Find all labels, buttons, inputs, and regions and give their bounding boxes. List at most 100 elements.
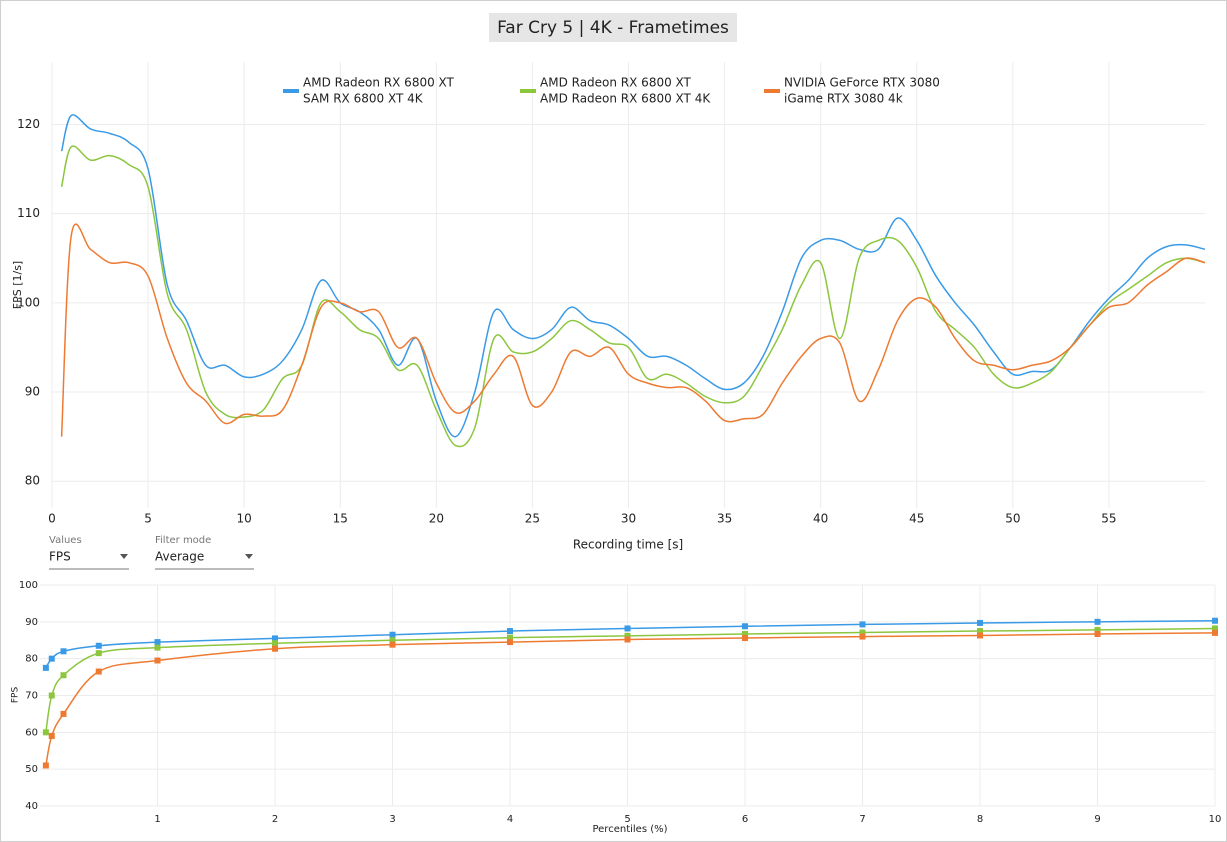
point-marker: [95, 668, 102, 675]
point-marker: [42, 729, 49, 736]
point-marker: [859, 629, 866, 636]
x-axis-title: Percentiles (%): [592, 824, 667, 835]
point-marker: [272, 640, 278, 647]
x-tick-label: 35: [717, 512, 732, 526]
y-tick-label: 100: [19, 580, 38, 591]
x-axis-title: Recording time [s]: [573, 538, 683, 552]
x-tick-label: 50: [1005, 512, 1020, 526]
dropdown-arrow: [120, 554, 128, 559]
legend-label: AMD Radeon RX 6800 XT 4K: [540, 92, 711, 106]
point-marker: [977, 628, 983, 635]
values-dropdown[interactable]: Values FPS: [49, 535, 129, 570]
x-tick-label: 10: [1209, 814, 1222, 825]
x-tick-label: 7: [859, 814, 865, 825]
legend-label: AMD Radeon RX 6800 XT: [303, 76, 455, 90]
y-tick-label: 110: [17, 206, 40, 220]
title-box: [489, 13, 737, 42]
y-axis-title: FPS: [11, 687, 21, 704]
x-tick-label: 3: [389, 814, 395, 825]
point-marker: [742, 635, 748, 642]
point-marker: [48, 733, 55, 740]
filter-dropdown[interactable]: Filter mode Average: [155, 535, 254, 570]
x-tick-label: 15: [333, 512, 348, 526]
point-marker: [1094, 618, 1101, 625]
point-marker: [742, 630, 748, 637]
x-tick-label: 2: [272, 814, 278, 825]
x-tick-label: 6: [742, 814, 748, 825]
point-marker: [60, 672, 67, 679]
x-tick-label: 10: [237, 512, 252, 526]
y-tick-label: 40: [25, 801, 38, 812]
y-tick-label: 100: [17, 295, 40, 309]
chart-title: Far Cry 5 | 4K - Frametimes: [497, 18, 729, 38]
point-marker: [624, 636, 631, 643]
point-marker: [48, 655, 55, 662]
point-marker: [859, 621, 866, 628]
y-tick-label: 50: [25, 764, 38, 775]
series-line: [60, 145, 1206, 448]
legend-label: AMD Radeon RX 6800 XT: [540, 76, 692, 90]
x-tick-label: 45: [909, 512, 924, 526]
y-tick-label: 120: [17, 117, 40, 131]
x-tick-label: 0: [48, 512, 56, 526]
point-marker: [272, 635, 278, 642]
x-tick-label: 9: [1094, 814, 1100, 825]
x-tick-label: 5: [144, 512, 152, 526]
point-marker: [507, 639, 513, 646]
x-tick-label: 5: [624, 814, 630, 825]
point-marker: [272, 645, 278, 652]
point-marker: [154, 657, 161, 664]
point-marker: [60, 710, 67, 717]
dropdown-arrow: [245, 554, 253, 559]
point-marker: [624, 632, 631, 639]
y-tick-label: 60: [25, 727, 38, 738]
point-marker: [389, 641, 396, 648]
point-marker: [1094, 630, 1101, 637]
dropdown-label: Values: [49, 535, 82, 546]
point-marker: [624, 625, 631, 632]
x-tick-label: 1: [154, 814, 160, 825]
legend-label: NVIDIA GeForce RTX 3080: [784, 76, 940, 90]
point-marker: [1212, 629, 1218, 636]
legend-label: iGame RTX 3080 4k: [784, 92, 903, 106]
point-marker: [154, 639, 161, 646]
dropdown-value: Average: [155, 550, 204, 564]
x-tick-label: 20: [429, 512, 444, 526]
y-axis-title: FPS [1/s]: [11, 261, 24, 309]
y-tick-label: 80: [25, 474, 40, 488]
series-line: [60, 114, 1206, 438]
x-tick-label: 55: [1101, 512, 1116, 526]
x-tick-label: 8: [977, 814, 983, 825]
dropdown-value: FPS: [49, 550, 71, 564]
point-marker: [42, 762, 49, 769]
point-marker: [859, 633, 866, 640]
point-marker: [977, 619, 983, 626]
point-marker: [389, 631, 396, 638]
point-marker: [1212, 625, 1218, 632]
point-marker: [977, 632, 983, 639]
point-marker: [507, 634, 513, 641]
point-marker: [1094, 626, 1101, 633]
x-tick-label: 30: [621, 512, 636, 526]
point-marker: [95, 642, 102, 649]
point-marker: [60, 648, 67, 655]
point-marker: [742, 623, 748, 630]
y-tick-label: 90: [25, 385, 40, 399]
legend-label: SAM RX 6800 XT 4K: [303, 92, 424, 106]
point-marker: [42, 664, 49, 671]
y-tick-label: 90: [25, 617, 38, 628]
point-marker: [1212, 617, 1218, 624]
y-tick-label: 70: [25, 691, 38, 702]
point-marker: [95, 650, 102, 657]
x-tick-label: 25: [525, 512, 540, 526]
point-marker: [154, 644, 161, 651]
dropdown-label: Filter mode: [155, 535, 211, 546]
point-marker: [507, 628, 513, 635]
point-marker: [389, 637, 396, 644]
x-tick-label: 40: [813, 512, 828, 526]
y-tick-label: 80: [25, 654, 38, 665]
series-line: [60, 223, 1206, 437]
